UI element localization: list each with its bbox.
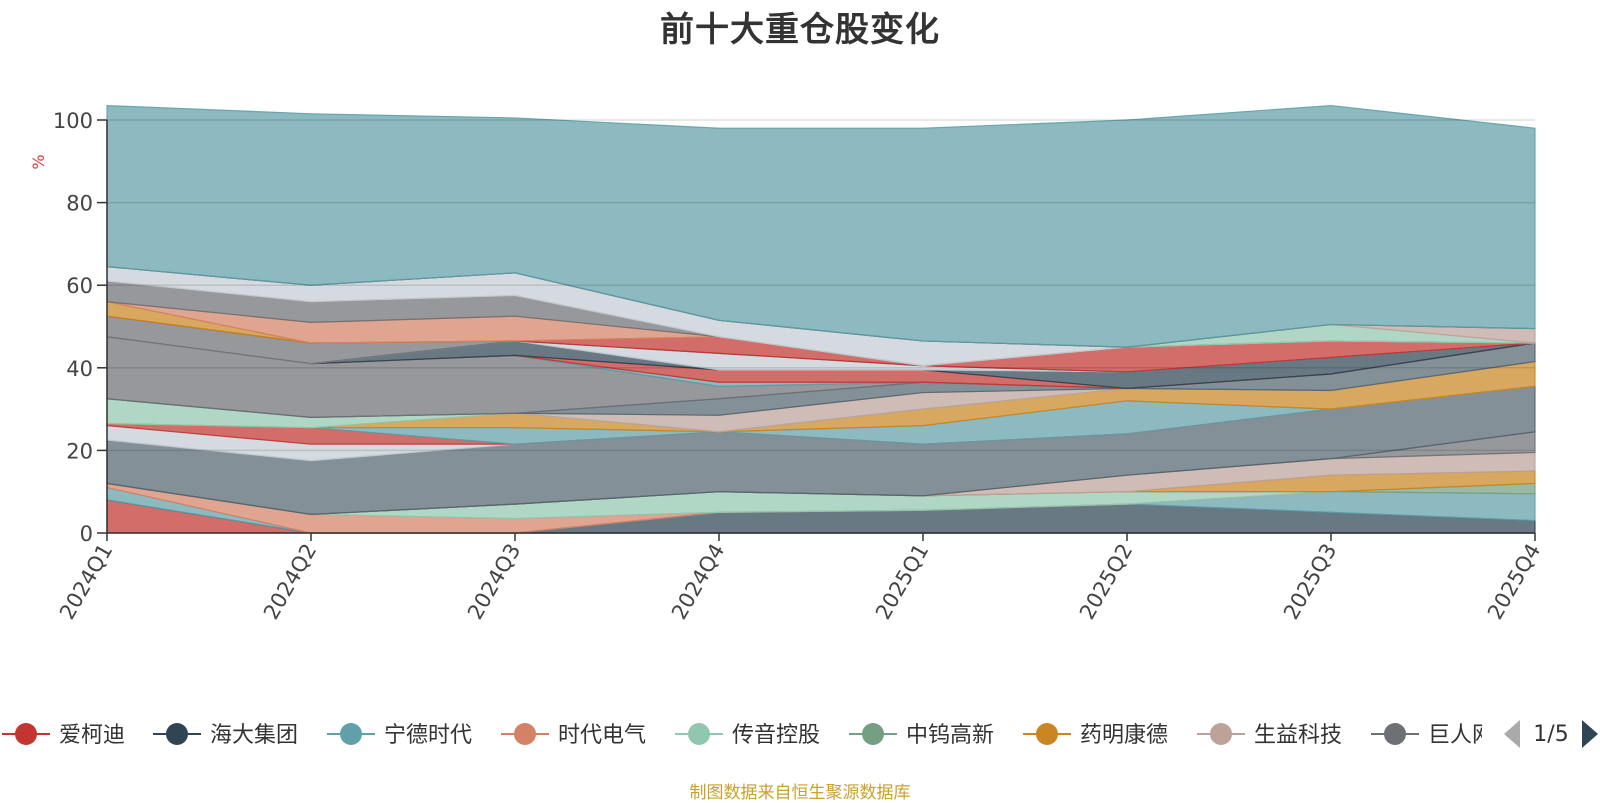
y-tick-label: 40 [66, 357, 93, 381]
legend-item-8[interactable]: 巨人网络 [1371, 723, 1516, 748]
legend: 爱柯迪 海大集团 宁德时代 时代电气 传音控股 中钨高新 药明康德 生益科技 巨人网络 [2, 723, 1516, 748]
x-tick-label: 2024Q2 [259, 540, 321, 624]
legend-marker-icon [166, 723, 188, 745]
legend-label: 海大集团 [210, 723, 298, 748]
y-tick-label: 100 [53, 109, 93, 133]
area-series-31 [106, 104, 1536, 348]
y-tick-label: 60 [66, 274, 93, 298]
legend-label: 宁德时代 [384, 723, 472, 748]
legend-next-icon[interactable] [1582, 720, 1598, 748]
legend-pager: 1/5 [1504, 720, 1598, 748]
legend-item-5[interactable]: 中钨高新 [849, 723, 994, 748]
y-axis-label: % [29, 154, 48, 169]
y-tick-label: 80 [66, 192, 93, 216]
x-tick-label: 2025Q4 [1483, 540, 1545, 624]
legend-marker-icon [1210, 723, 1232, 745]
legend-prev-icon[interactable] [1504, 720, 1520, 748]
legend-item-2[interactable]: 宁德时代 [327, 723, 472, 748]
y-tick-label: 0 [80, 522, 93, 546]
legend-item-4[interactable]: 传音控股 [675, 723, 820, 748]
legend-item-0[interactable]: 爱柯迪 [2, 723, 125, 748]
x-tick-label: 2025Q1 [871, 540, 933, 624]
x-tick-label: 2025Q2 [1075, 540, 1137, 624]
x-tick-label: 2024Q3 [463, 540, 525, 624]
x-tick-label: 2024Q1 [55, 540, 117, 624]
area-layers [106, 104, 1536, 534]
legend-label: 爱柯迪 [59, 723, 125, 748]
legend-item-6[interactable]: 药明康德 [1023, 723, 1168, 748]
legend-marker-icon [862, 723, 884, 745]
legend-page-indicator: 1/5 [1533, 722, 1568, 747]
source-footnote: 制图数据来自恒生聚源数据库 [689, 783, 911, 803]
x-tick-label: 2024Q4 [667, 540, 729, 624]
legend-marker-icon [1384, 723, 1406, 745]
legend-label: 药明康德 [1080, 723, 1168, 748]
legend-marker-icon [514, 723, 536, 745]
legend-label: 中钨高新 [906, 723, 994, 748]
legend-label: 生益科技 [1254, 723, 1342, 748]
legend-marker-icon [340, 723, 362, 745]
legend-marker-icon [688, 723, 710, 745]
x-tick-label: 2025Q3 [1279, 540, 1341, 624]
legend-label: 传音控股 [732, 723, 820, 748]
legend-marker-icon [15, 723, 37, 745]
legend-label: 巨人网络 [1428, 723, 1516, 748]
legend-item-7[interactable]: 生益科技 [1197, 723, 1342, 748]
legend-item-1[interactable]: 海大集团 [153, 723, 298, 748]
chart-title: 前十大重仓股变化 [660, 10, 940, 50]
y-tick-label: 20 [66, 439, 93, 463]
legend-label: 时代电气 [558, 723, 646, 748]
legend-marker-icon [1036, 723, 1058, 745]
legend-item-3[interactable]: 时代电气 [501, 723, 646, 748]
y-gridlines [107, 119, 1535, 452]
